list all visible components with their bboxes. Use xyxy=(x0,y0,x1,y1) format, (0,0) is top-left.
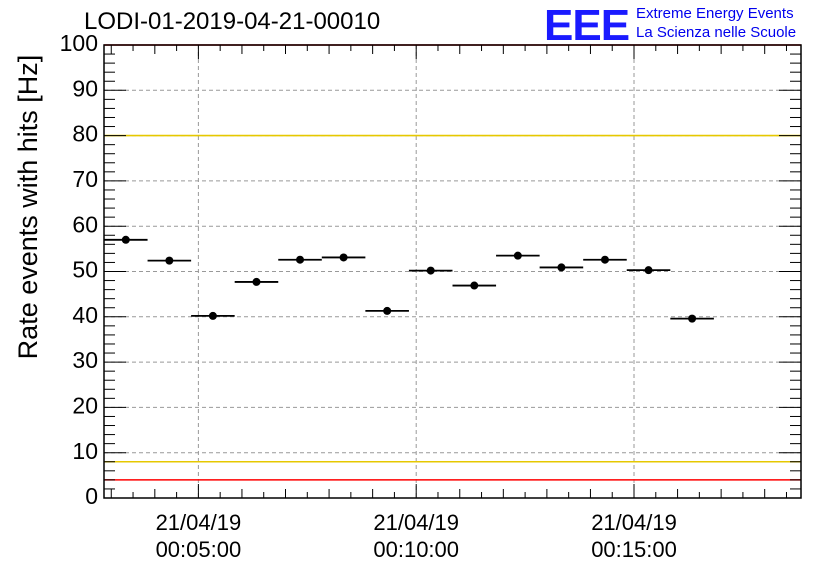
y-tick-label: 100 xyxy=(60,30,98,56)
axes: 010203040506070809010021/04/1900:05:0021… xyxy=(60,30,801,562)
x-tick-label-time: 00:05:00 xyxy=(156,537,242,562)
y-tick-label: 10 xyxy=(72,438,98,464)
logo-caption: Extreme Energy Events La Scienza nelle S… xyxy=(636,4,796,42)
y-tick-label: 60 xyxy=(72,211,98,237)
plot-frame xyxy=(103,44,802,499)
chart-title: LODI-01-2019-04-21-00010 xyxy=(84,8,381,35)
eee-logo-mark: EEE xyxy=(544,2,629,46)
y-tick-label: 40 xyxy=(72,302,98,328)
reference-lines xyxy=(104,44,801,481)
data-point xyxy=(383,306,392,315)
data-point xyxy=(557,263,566,272)
x-tick-label-date: 21/04/19 xyxy=(591,510,677,535)
y-axis-title: Rate events with hits [Hz] xyxy=(13,55,43,360)
x-tick-label-date: 21/04/19 xyxy=(373,510,459,535)
y-tick-label: 80 xyxy=(72,121,98,147)
data-points xyxy=(104,235,714,323)
data-point xyxy=(165,256,174,265)
data-point xyxy=(513,251,522,260)
y-tick-label: 90 xyxy=(72,75,98,101)
data-point xyxy=(426,266,435,275)
data-point xyxy=(121,235,130,244)
data-point xyxy=(296,255,305,264)
y-tick-label: 0 xyxy=(85,483,98,509)
y-tick-label: 30 xyxy=(72,347,98,373)
data-point xyxy=(600,255,609,264)
y-tick-label: 50 xyxy=(72,257,98,283)
data-point xyxy=(470,281,479,290)
data-point xyxy=(644,266,653,275)
y-tick-label: 70 xyxy=(72,166,98,192)
data-point xyxy=(252,277,261,286)
x-tick-label-time: 00:10:00 xyxy=(373,537,459,562)
logo-line-1: Extreme Energy Events xyxy=(636,5,794,22)
data-point xyxy=(208,311,217,320)
data-point xyxy=(688,314,697,323)
grid-layer xyxy=(104,45,801,498)
x-tick-label-time: 00:15:00 xyxy=(591,537,677,562)
logo-line-2: La Scienza nelle Scuole xyxy=(636,24,797,41)
y-tick-label: 20 xyxy=(72,392,98,418)
x-tick-label-date: 21/04/19 xyxy=(156,510,242,535)
eee-logo: EEE xyxy=(544,2,630,46)
data-point xyxy=(339,253,348,262)
